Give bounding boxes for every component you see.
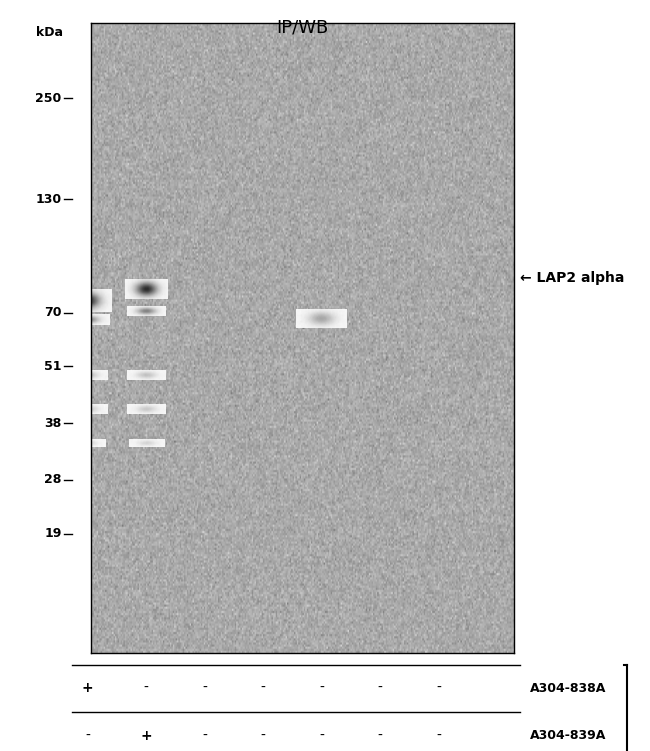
Text: -: - [436, 728, 441, 743]
Text: +: + [82, 681, 94, 695]
Text: -: - [144, 681, 149, 695]
Text: A304-838A: A304-838A [530, 682, 606, 695]
Text: 250: 250 [36, 92, 62, 104]
Text: 130: 130 [36, 193, 62, 206]
Text: ← LAP2 alpha: ← LAP2 alpha [520, 271, 625, 285]
Text: IP/WB: IP/WB [276, 19, 328, 37]
Text: -: - [319, 681, 324, 695]
Text: 28: 28 [44, 473, 62, 487]
Text: +: + [140, 728, 152, 743]
Text: A304-839A: A304-839A [530, 729, 606, 742]
Text: -: - [319, 728, 324, 743]
Text: -: - [85, 728, 90, 743]
Text: -: - [378, 728, 383, 743]
Text: -: - [202, 728, 207, 743]
Text: -: - [436, 681, 441, 695]
Text: 38: 38 [44, 417, 62, 430]
Text: 70: 70 [44, 306, 62, 319]
Text: -: - [378, 681, 383, 695]
Text: 51: 51 [44, 360, 62, 372]
Text: kDa: kDa [36, 26, 63, 39]
Text: 19: 19 [44, 527, 62, 540]
Text: -: - [202, 681, 207, 695]
Text: -: - [261, 728, 266, 743]
Text: -: - [261, 681, 266, 695]
